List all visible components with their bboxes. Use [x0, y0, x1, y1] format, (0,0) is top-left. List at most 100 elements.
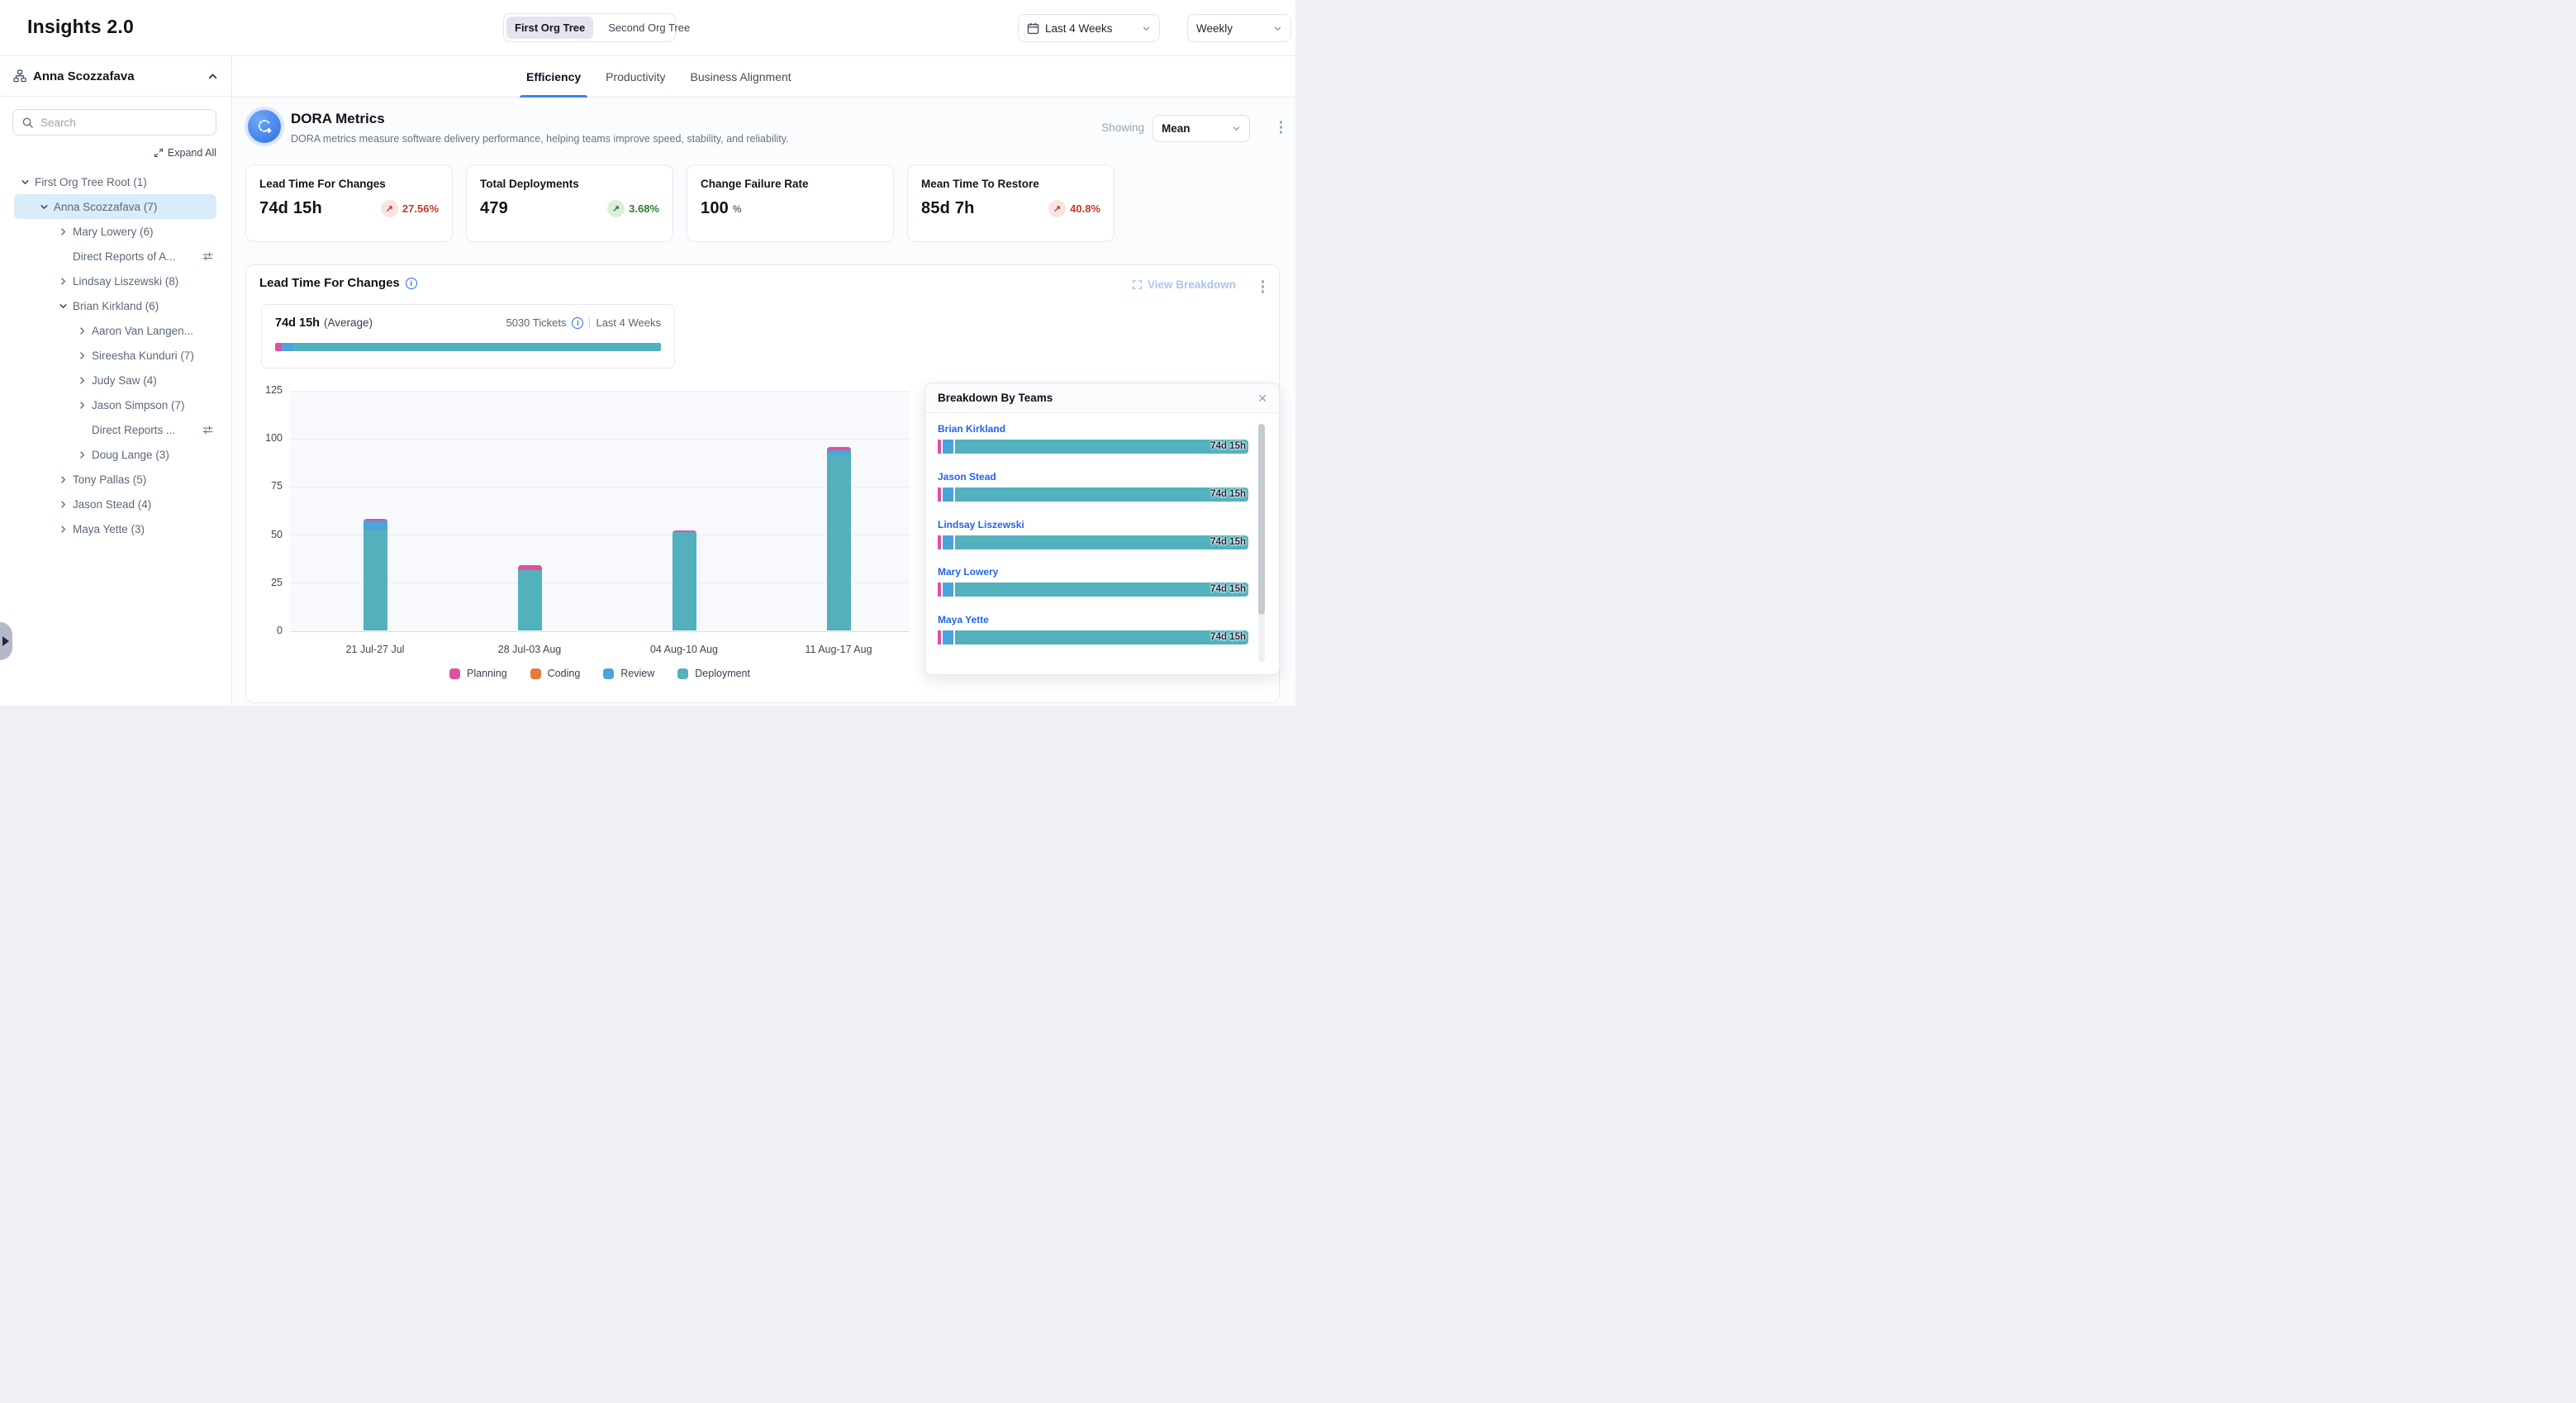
chevron-right-icon	[75, 351, 88, 360]
metric-card: Total Deployments 479 ↗ 3.68%	[466, 164, 673, 242]
filter-icon[interactable]	[202, 425, 213, 435]
average-value: 74d 15h	[275, 316, 320, 330]
team-bar-segment-review	[943, 630, 953, 645]
aggregation-dropdown[interactable]: Mean	[1153, 115, 1250, 142]
gridline	[290, 630, 910, 632]
tree-item[interactable]: Jason Simpson (7)	[14, 392, 216, 417]
search-box	[12, 109, 216, 136]
tree-item[interactable]: Aaron Van Langen...	[14, 318, 216, 343]
average-phase-bar	[275, 343, 661, 351]
breakdown-title: Breakdown By Teams	[938, 392, 1053, 404]
tree-item[interactable]: Lindsay Liszewski (8)	[14, 269, 216, 293]
view-breakdown-button[interactable]: View Breakdown	[1132, 278, 1236, 291]
team-bar-segment-deployment	[955, 583, 1248, 597]
expand-all-button[interactable]: Expand All	[154, 147, 216, 159]
team-bar-segment-planning	[938, 630, 941, 645]
team-bar-segment-review	[943, 440, 953, 454]
tree-item[interactable]: First Org Tree Root (1)	[14, 169, 216, 194]
chevron-down-icon	[1142, 24, 1151, 33]
tree-item[interactable]: Sireesha Kunduri (7)	[14, 343, 216, 368]
bar-segment-deployment	[517, 569, 542, 630]
tree-item-label: Aaron Van Langen...	[92, 324, 193, 337]
panel-title-row: Lead Time For Changes i	[259, 276, 417, 290]
legend-item-deployment[interactable]: Deployment	[677, 668, 750, 679]
legend-swatch-coding	[530, 668, 541, 679]
caret-right-icon	[2, 636, 9, 646]
tree-item[interactable]: Direct Reports of A...	[14, 244, 216, 269]
sidebar-collapse-handle[interactable]	[0, 622, 12, 660]
toggle-option-second-org-tree[interactable]: Second Org Tree	[608, 21, 691, 34]
team-link[interactable]: Lindsay Liszewski	[938, 518, 1024, 530]
tree-item-label: Sireesha Kunduri (7)	[92, 349, 194, 362]
tree-item-label: Anna Scozzafava (7)	[54, 200, 158, 213]
average-summary-row: 74d 15h (Average) 5030 Tickets i Last 4 …	[262, 305, 674, 330]
tree-item[interactable]: Anna Scozzafava (7)	[14, 194, 216, 219]
tab-business-alignment[interactable]: Business Alignment	[690, 70, 791, 83]
team-bar-segment-deployment	[955, 630, 1248, 645]
metric-value: 74d 15h	[259, 199, 322, 217]
legend-item-coding[interactable]: Coding	[530, 668, 580, 679]
date-range-dropdown[interactable]: Last 4 Weeks	[1018, 14, 1160, 42]
tree-item[interactable]: Direct Reports ...	[14, 417, 216, 442]
metric-card: Mean Time To Restore 85d 7h ↗ 40.8%	[907, 164, 1115, 242]
metric-unit: %	[732, 202, 742, 215]
chevron-right-icon	[75, 376, 88, 385]
close-icon[interactable]: ✕	[1257, 392, 1267, 405]
metric-title: Lead Time For Changes	[259, 178, 386, 190]
tree-item[interactable]: Tony Pallas (5)	[14, 467, 216, 492]
team-bar-segment-review	[943, 535, 953, 549]
legend-item-planning[interactable]: Planning	[449, 668, 507, 679]
toggle-option-first-org-tree[interactable]: First Org Tree	[506, 17, 594, 39]
team-bar-value: 74d 15h	[1210, 441, 1246, 451]
y-axis-tick: 25	[271, 576, 283, 588]
panel-menu-button[interactable]	[1258, 277, 1268, 297]
bar-segment-deployment	[826, 454, 851, 630]
filter-icon[interactable]	[202, 251, 213, 262]
tree-item[interactable]: Maya Yette (3)	[14, 516, 216, 541]
tree-item[interactable]: Jason Stead (4)	[14, 492, 216, 516]
expand-view-icon	[1132, 279, 1143, 290]
team-bar-segment-planning	[938, 583, 941, 597]
tree-item[interactable]: Judy Saw (4)	[14, 368, 216, 392]
metric-value: 100	[701, 199, 729, 217]
tree-item[interactable]: Brian Kirkland (6)	[14, 293, 216, 318]
tab-productivity[interactable]: Productivity	[606, 70, 666, 83]
team-link[interactable]: Mary Lowery	[938, 566, 999, 578]
dora-menu-button[interactable]	[1276, 117, 1286, 137]
tree-item-label: Direct Reports ...	[92, 423, 176, 436]
chevron-down-icon	[18, 178, 31, 187]
tree-item-label: Mary Lowery (6)	[73, 225, 154, 238]
team-row: Mary Lowery 74d 15h	[938, 566, 1248, 597]
legend-swatch-deployment	[677, 668, 689, 679]
team-bar-segment-review	[943, 583, 953, 597]
sidebar-header: Anna Scozzafava	[0, 56, 231, 97]
info-icon[interactable]: i	[405, 277, 417, 289]
metric-card: Change Failure Rate 100%	[687, 164, 894, 242]
trend-delta: 3.68%	[629, 202, 659, 215]
info-icon[interactable]: i	[572, 316, 584, 329]
tree-item-label: Jason Simpson (7)	[92, 398, 185, 411]
team-link[interactable]: Brian Kirkland	[938, 423, 1006, 435]
team-link[interactable]: Jason Stead	[938, 470, 996, 483]
tree-item[interactable]: Mary Lowery (6)	[14, 219, 216, 244]
tab-efficiency[interactable]: Efficiency	[519, 56, 588, 97]
team-row: Lindsay Liszewski 74d 15h	[938, 519, 1248, 549]
chevron-right-icon	[75, 326, 88, 335]
lead-time-panel: Lead Time For Changes i View Breakdown 7…	[245, 264, 1280, 703]
legend-swatch-planning	[449, 668, 460, 679]
stacked-bar	[517, 564, 542, 630]
metric-title: Total Deployments	[480, 178, 579, 190]
chevron-down-icon	[1273, 24, 1282, 33]
chevron-right-icon	[56, 475, 69, 484]
team-bar: 74d 15h	[938, 487, 1248, 502]
tree-item[interactable]: Doug Lange (3)	[14, 442, 216, 467]
search-input[interactable]	[40, 116, 207, 129]
tree-item-label: Judy Saw (4)	[92, 373, 157, 387]
team-link[interactable]: Maya Yette	[938, 614, 989, 626]
granularity-dropdown[interactable]: Weekly	[1187, 14, 1291, 42]
team-bar-segment-planning	[938, 535, 941, 549]
chevron-up-icon[interactable]	[207, 71, 218, 82]
y-axis-tick: 125	[265, 384, 283, 396]
scrollbar-thumb[interactable]	[1258, 424, 1265, 615]
legend-item-review[interactable]: Review	[603, 668, 654, 679]
